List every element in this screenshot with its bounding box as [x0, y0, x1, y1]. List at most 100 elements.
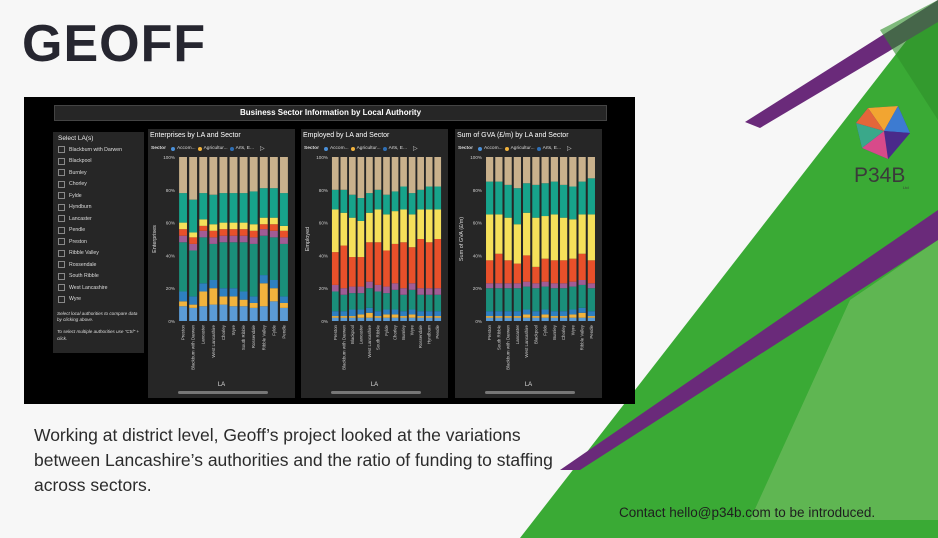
- bar-segment[interactable]: [219, 242, 228, 289]
- bar-segment[interactable]: [532, 288, 540, 312]
- bar-segment[interactable]: [495, 316, 503, 318]
- bar-segment[interactable]: [374, 284, 382, 292]
- bar-segment[interactable]: [219, 304, 228, 321]
- bar-segment[interactable]: [199, 237, 208, 284]
- bar-segment[interactable]: [434, 311, 442, 317]
- bar-segment[interactable]: [366, 212, 373, 243]
- bar-segment[interactable]: [280, 302, 288, 308]
- bar-segment[interactable]: [249, 237, 258, 244]
- bar-segment[interactable]: [523, 212, 531, 256]
- checkbox[interactable]: [58, 192, 65, 200]
- checkbox[interactable]: [58, 226, 65, 234]
- bar-segment[interactable]: [366, 242, 373, 282]
- bar-segment[interactable]: [199, 230, 208, 238]
- bar-segment[interactable]: [259, 229, 268, 236]
- bar-segment[interactable]: [357, 220, 365, 258]
- bar-segment[interactable]: [587, 157, 595, 179]
- bar-segment[interactable]: [504, 157, 512, 185]
- bar-segment[interactable]: [349, 317, 356, 321]
- bar-segment[interactable]: [383, 286, 390, 294]
- bar-segment[interactable]: [578, 312, 586, 318]
- bar-segment[interactable]: [425, 317, 433, 321]
- bar-segment[interactable]: [578, 214, 586, 254]
- bar-segment[interactable]: [239, 299, 248, 307]
- bar-segment[interactable]: [391, 289, 399, 310]
- bar-segment[interactable]: [229, 222, 238, 230]
- bar-segment[interactable]: [366, 312, 373, 318]
- bar-segment[interactable]: [541, 309, 549, 315]
- bar-segment[interactable]: [349, 286, 356, 294]
- bar-segment[interactable]: [179, 157, 187, 194]
- bar-segment[interactable]: [331, 209, 339, 253]
- bar-segment[interactable]: [179, 242, 187, 292]
- bar-segment[interactable]: [366, 281, 373, 289]
- bar-segment[interactable]: [340, 294, 348, 312]
- bar-segment[interactable]: [280, 307, 288, 321]
- bar-segment[interactable]: [259, 306, 268, 321]
- bar-segment[interactable]: [513, 288, 521, 312]
- bar-segment[interactable]: [541, 216, 549, 259]
- bar-segment[interactable]: [199, 291, 208, 307]
- bar-segment[interactable]: [383, 293, 390, 310]
- bar-segment[interactable]: [349, 316, 356, 318]
- bar-segment[interactable]: [587, 283, 595, 289]
- bar-segment[interactable]: [417, 288, 424, 295]
- bar-segment[interactable]: [280, 243, 288, 297]
- bar-segment[interactable]: [523, 281, 531, 287]
- play-right-icon[interactable]: ▷: [567, 146, 572, 152]
- bar-segment[interactable]: [569, 219, 577, 259]
- bar-segment[interactable]: [269, 157, 278, 189]
- checkbox[interactable]: [58, 261, 65, 269]
- bar-segment[interactable]: [374, 317, 382, 321]
- bar-segment[interactable]: [550, 157, 558, 182]
- bar-segment[interactable]: [391, 243, 399, 284]
- bar-segment[interactable]: [391, 309, 399, 315]
- bar-segment[interactable]: [532, 184, 540, 218]
- bar-segment[interactable]: [408, 317, 416, 321]
- bar-segment[interactable]: [486, 316, 494, 318]
- bar-segment[interactable]: [532, 311, 540, 317]
- bar-segment[interactable]: [417, 294, 424, 312]
- bar-segment[interactable]: [229, 235, 238, 243]
- bar-segment[interactable]: [550, 317, 558, 321]
- bar-segment[interactable]: [400, 311, 407, 317]
- bar-segment[interactable]: [219, 288, 228, 297]
- slicer-item[interactable]: Wyre: [53, 294, 144, 306]
- bar-segment[interactable]: [189, 296, 198, 305]
- bar-segment[interactable]: [391, 314, 399, 318]
- bar-segment[interactable]: [391, 157, 399, 192]
- bar-segment[interactable]: [189, 250, 198, 297]
- bar-segment[interactable]: [269, 217, 278, 225]
- bar-segment[interactable]: [486, 283, 494, 289]
- bar-segment[interactable]: [331, 157, 339, 190]
- bar-segment[interactable]: [425, 157, 433, 187]
- bar-segment[interactable]: [229, 193, 238, 223]
- bar-segment[interactable]: [189, 237, 198, 244]
- bar-segment[interactable]: [229, 288, 238, 297]
- bar-segment[interactable]: [199, 225, 208, 231]
- bar-segment[interactable]: [383, 250, 390, 287]
- bar-segment[interactable]: [532, 283, 540, 289]
- bar-segment[interactable]: [434, 209, 442, 239]
- bar-segment[interactable]: [408, 157, 416, 194]
- bar-segment[interactable]: [587, 288, 595, 312]
- checkbox[interactable]: [58, 169, 65, 177]
- bar-segment[interactable]: [587, 214, 595, 261]
- bar-segment[interactable]: [578, 181, 586, 215]
- bar-segment[interactable]: [269, 301, 278, 321]
- bar-segment[interactable]: [587, 316, 595, 318]
- bar-segment[interactable]: [560, 184, 568, 218]
- bar-segment[interactable]: [259, 224, 268, 230]
- bar-segment[interactable]: [495, 253, 503, 284]
- bar-segment[interactable]: [357, 198, 365, 221]
- bar-segment[interactable]: [269, 230, 278, 238]
- bar-segment[interactable]: [400, 294, 407, 312]
- bar-segment[interactable]: [219, 229, 228, 236]
- bar-segment[interactable]: [417, 239, 424, 289]
- bar-segment[interactable]: [374, 242, 382, 285]
- bar-segment[interactable]: [199, 283, 208, 292]
- bar-segment[interactable]: [417, 311, 424, 317]
- bar-segment[interactable]: [259, 275, 268, 284]
- bar-segment[interactable]: [366, 157, 373, 194]
- horizontal-scrollbar[interactable]: [485, 391, 575, 394]
